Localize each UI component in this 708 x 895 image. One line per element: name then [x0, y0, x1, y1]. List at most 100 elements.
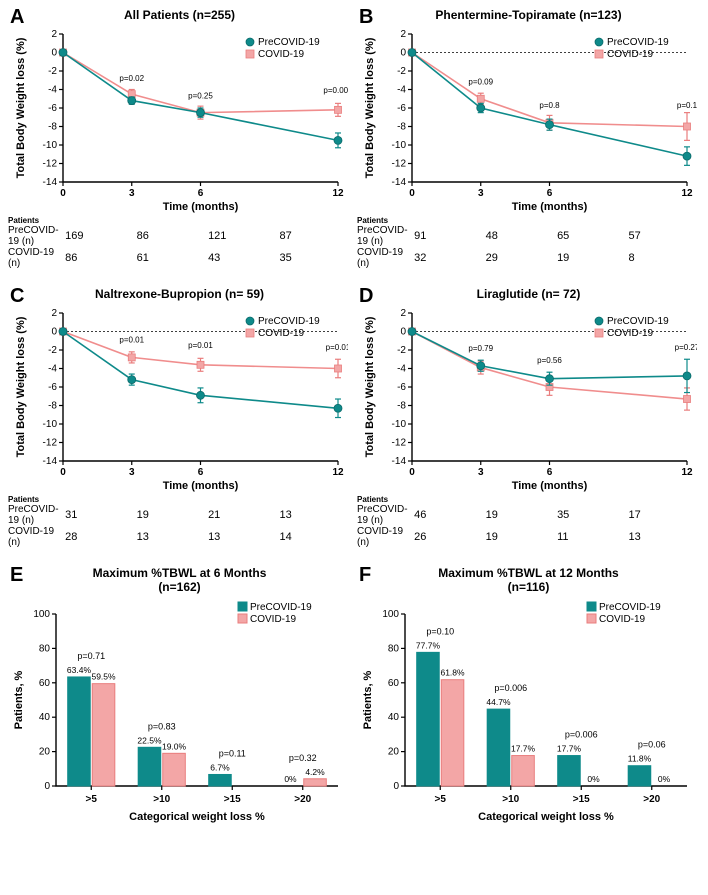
- svg-text:-12: -12: [43, 438, 58, 449]
- svg-text:-14: -14: [392, 177, 407, 188]
- line-panel-D: DLiraglutide (n= 72)-14-12-10-8-6-4-2020…: [357, 287, 700, 548]
- line-chart: -14-12-10-8-6-4-20203612Total Body Weigh…: [357, 24, 697, 214]
- svg-text:3: 3: [478, 467, 484, 478]
- svg-text:60: 60: [39, 678, 51, 689]
- panel-title: Phentermine-Topiramate (n=123): [357, 8, 700, 22]
- svg-text:COVID-19: COVID-19: [607, 49, 654, 60]
- svg-text:12: 12: [332, 467, 344, 478]
- svg-text:p=0.71: p=0.71: [77, 651, 105, 661]
- svg-text:-8: -8: [48, 401, 57, 412]
- svg-text:PreCOVID-19: PreCOVID-19: [250, 602, 312, 613]
- svg-text:59.5%: 59.5%: [91, 672, 116, 682]
- svg-text:PreCOVID-19: PreCOVID-19: [607, 37, 669, 48]
- svg-text:Patients, %: Patients, %: [362, 670, 374, 729]
- svg-text:Categorical weight loss %: Categorical weight loss %: [129, 811, 265, 823]
- svg-text:6.7%: 6.7%: [210, 762, 230, 772]
- svg-text:>20: >20: [294, 794, 311, 805]
- svg-text:19.0%: 19.0%: [162, 741, 187, 751]
- panel-title: Naltrexone-Bupropion (n= 59): [8, 287, 351, 301]
- line-chart: -14-12-10-8-6-4-20203612Total Body Weigh…: [8, 24, 348, 214]
- svg-text:p=0.06: p=0.06: [638, 740, 666, 750]
- panel-letter: E: [10, 564, 23, 587]
- svg-text:-14: -14: [392, 456, 407, 467]
- svg-text:0: 0: [393, 781, 399, 792]
- svg-text:PreCOVID-19: PreCOVID-19: [599, 602, 661, 613]
- svg-text:-2: -2: [48, 345, 57, 356]
- svg-text:80: 80: [388, 643, 400, 654]
- svg-text:p=0.09: p=0.09: [468, 78, 493, 87]
- counts-table: PatientsPreCOVID-19 (n)46193517COVID-19 …: [357, 495, 700, 548]
- svg-text:PreCOVID-19: PreCOVID-19: [258, 316, 320, 327]
- svg-text:12: 12: [332, 188, 344, 199]
- counts-table: PatientsPreCOVID-19 (n)1698612187COVID-1…: [8, 216, 351, 269]
- panel-title: Maximum %TBWL at 12 Months(n=116): [357, 566, 700, 594]
- svg-text:p=0.006: p=0.006: [565, 730, 598, 740]
- line-panel-B: BPhentermine-Topiramate (n=123)-14-12-10…: [357, 8, 700, 269]
- svg-text:p=0.006: p=0.006: [494, 683, 527, 693]
- panel-title: Liraglutide (n= 72): [357, 287, 700, 301]
- svg-text:-6: -6: [397, 103, 406, 114]
- svg-text:p=0.1: p=0.1: [677, 101, 697, 110]
- svg-text:-8: -8: [48, 122, 57, 133]
- svg-text:0: 0: [400, 327, 406, 338]
- svg-text:0: 0: [409, 467, 415, 478]
- svg-text:-4: -4: [48, 85, 57, 96]
- svg-text:3: 3: [129, 188, 135, 199]
- svg-text:6: 6: [547, 188, 553, 199]
- svg-text:17.7%: 17.7%: [557, 744, 582, 754]
- svg-text:>20: >20: [643, 794, 660, 805]
- svg-text:p=0.32: p=0.32: [289, 753, 317, 763]
- svg-text:PreCOVID-19: PreCOVID-19: [607, 316, 669, 327]
- svg-text:Time (months): Time (months): [512, 480, 588, 492]
- svg-text:p=0.02: p=0.02: [119, 74, 144, 83]
- svg-text:0: 0: [60, 467, 66, 478]
- panel-title: All Patients (n=255): [8, 8, 351, 22]
- svg-text:22.5%: 22.5%: [137, 735, 162, 745]
- svg-text:p=0.79: p=0.79: [468, 344, 493, 353]
- svg-text:60: 60: [388, 678, 400, 689]
- svg-text:2: 2: [51, 308, 57, 319]
- svg-text:-12: -12: [43, 159, 58, 170]
- svg-text:COVID-19: COVID-19: [607, 328, 654, 339]
- svg-text:-2: -2: [397, 66, 406, 77]
- svg-text:0: 0: [409, 188, 415, 199]
- svg-text:Total Body Weight loss (%): Total Body Weight loss (%): [364, 316, 376, 457]
- svg-text:11.8%: 11.8%: [628, 754, 652, 764]
- svg-text:-2: -2: [48, 66, 57, 77]
- svg-text:Time (months): Time (months): [163, 201, 239, 213]
- svg-text:>5: >5: [86, 794, 98, 805]
- svg-text:20: 20: [39, 747, 51, 758]
- panel-letter: D: [359, 285, 373, 308]
- counts-table: PatientsPreCOVID-19 (n)91486557COVID-19 …: [357, 216, 700, 269]
- line-chart: -14-12-10-8-6-4-20203612Total Body Weigh…: [8, 303, 348, 493]
- svg-text:-6: -6: [48, 382, 57, 393]
- svg-text:0: 0: [400, 48, 406, 59]
- svg-text:0: 0: [51, 327, 57, 338]
- svg-text:-8: -8: [397, 122, 406, 133]
- svg-text:0: 0: [44, 781, 50, 792]
- panel-title: Maximum %TBWL at 6 Months(n=162): [8, 566, 351, 594]
- svg-text:2: 2: [400, 308, 406, 319]
- counts-table: PatientsPreCOVID-19 (n)31192113COVID-19 …: [8, 495, 351, 548]
- svg-text:-6: -6: [48, 103, 57, 114]
- svg-text:-2: -2: [397, 345, 406, 356]
- svg-text:3: 3: [129, 467, 135, 478]
- svg-text:-4: -4: [397, 364, 406, 375]
- svg-text:p=0.27: p=0.27: [675, 343, 697, 352]
- svg-text:-10: -10: [43, 419, 58, 430]
- svg-text:20: 20: [388, 747, 400, 758]
- line-panel-A: AAll Patients (n=255)-14-12-10-8-6-4-202…: [8, 8, 351, 269]
- svg-text:12: 12: [681, 188, 693, 199]
- line-chart: -14-12-10-8-6-4-20203612Total Body Weigh…: [357, 303, 697, 493]
- svg-text:-14: -14: [43, 456, 58, 467]
- svg-text:Time (months): Time (months): [163, 480, 239, 492]
- svg-text:0%: 0%: [587, 774, 600, 784]
- svg-text:61.8%: 61.8%: [440, 668, 465, 678]
- svg-text:2: 2: [51, 29, 57, 40]
- panel-letter: F: [359, 564, 371, 587]
- svg-text:40: 40: [388, 712, 400, 723]
- svg-text:>5: >5: [435, 794, 447, 805]
- panel-letter: A: [10, 6, 24, 29]
- svg-text:p=0.83: p=0.83: [148, 721, 176, 731]
- svg-text:40: 40: [39, 712, 51, 723]
